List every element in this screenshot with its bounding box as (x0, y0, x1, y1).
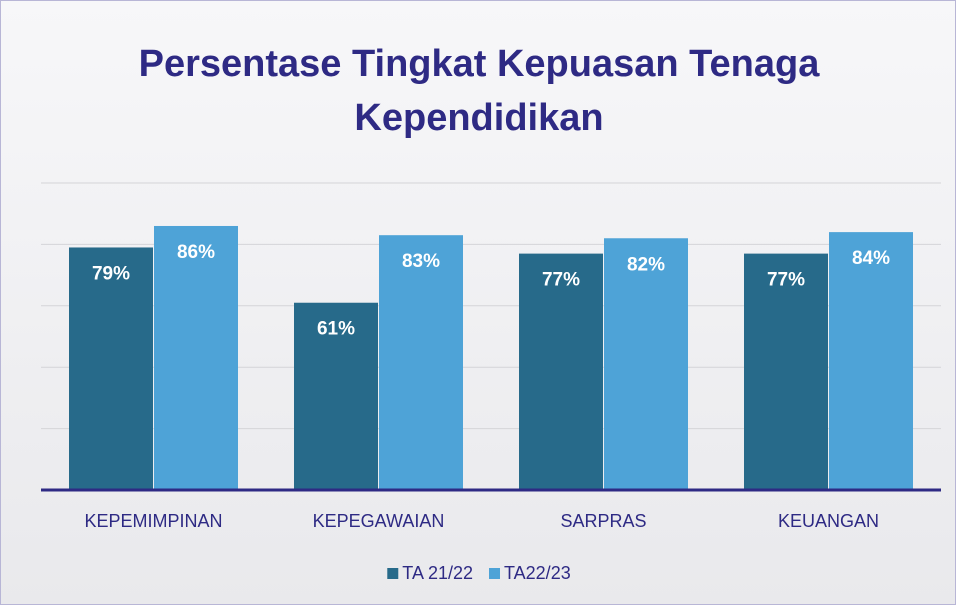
x-tick-label: KEPEGAWAIAN (313, 511, 445, 531)
bar (69, 247, 153, 490)
bar (294, 302, 378, 490)
x-tick-label: SARPRAS (560, 511, 646, 531)
bar (154, 225, 238, 491)
data-label: 79% (92, 263, 130, 284)
bar (379, 235, 463, 490)
legend-swatch (489, 568, 500, 579)
data-label: 84% (852, 248, 890, 269)
data-label: 82% (627, 254, 665, 275)
data-label: 86% (177, 242, 215, 263)
bar (604, 238, 688, 490)
x-tick-label: KEUANGAN (778, 511, 879, 531)
chart-title: Persentase Tingkat Kepuasan Tenaga Kepen… (138, 43, 820, 139)
bar (744, 253, 828, 490)
x-tick-label: KEPEMIMPINAN (84, 511, 222, 531)
data-label: 83% (402, 251, 440, 272)
data-label: 61% (317, 319, 355, 340)
bar (829, 232, 913, 490)
legend-swatch (387, 568, 399, 579)
bar (519, 253, 603, 490)
data-label: 77% (542, 270, 580, 291)
data-label: 77% (767, 270, 805, 291)
legend-label: TA22/23 (504, 563, 571, 583)
legend-label: TA 21/22 (402, 563, 473, 583)
